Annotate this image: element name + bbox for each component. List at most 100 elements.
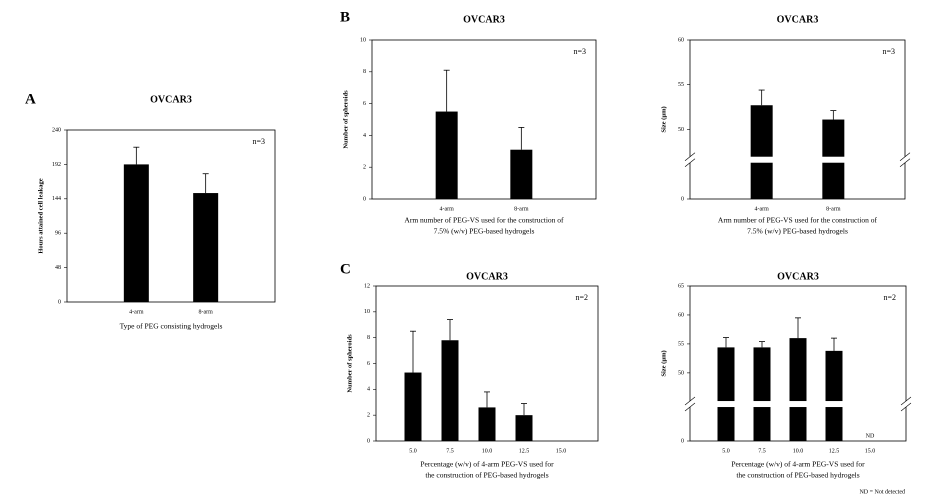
x-tick-label: 8-arm bbox=[514, 206, 529, 212]
bar bbox=[753, 347, 771, 441]
plot-frame bbox=[689, 39, 906, 200]
x-axis-label: Arm number of PEG-VS used for the constr… bbox=[404, 216, 564, 225]
x-axis-label: Arm number of PEG-VS used for the constr… bbox=[718, 216, 878, 225]
x-tick-label: 4-arm bbox=[755, 206, 770, 212]
x-tick-label: 5.0 bbox=[409, 448, 417, 454]
chart-title: OVCAR3 bbox=[466, 271, 508, 282]
y-tick-label: 65 bbox=[678, 283, 684, 289]
y-tick-label: 2 bbox=[363, 165, 366, 171]
y-axis-label: Number of spheroids bbox=[342, 90, 349, 149]
plot-frame bbox=[371, 39, 597, 200]
bar bbox=[510, 149, 533, 199]
bar bbox=[435, 111, 458, 199]
plot-frame bbox=[66, 129, 276, 303]
y-tick-label: 10 bbox=[360, 37, 366, 43]
bar bbox=[478, 407, 496, 441]
x-axis-label: Type of PEG consisting hydrogels bbox=[120, 322, 223, 331]
y-tick-label: 240 bbox=[52, 127, 61, 133]
axis-break-mark bbox=[900, 402, 912, 412]
y-tick-label: 0 bbox=[363, 196, 366, 202]
chart-title: OVCAR3 bbox=[777, 271, 819, 282]
x-tick-label: 10.0 bbox=[482, 448, 493, 454]
bar bbox=[123, 164, 149, 302]
bar bbox=[825, 350, 843, 441]
n-label: n=2 bbox=[883, 293, 896, 302]
y-tick-label: 144 bbox=[52, 196, 61, 202]
n-label: n=3 bbox=[882, 47, 895, 56]
x-axis-label: 7.5% (w/v) PEG-based hydrogels bbox=[747, 227, 848, 236]
bar bbox=[441, 340, 459, 441]
footnote: ND = Not detected bbox=[859, 489, 905, 495]
x-axis-label: the construction of PEG-based hydrogels bbox=[425, 471, 548, 480]
x-tick-label: 7.5 bbox=[758, 448, 766, 454]
x-tick-label: 12.5 bbox=[519, 448, 530, 454]
axis-break-mark bbox=[684, 152, 696, 161]
x-tick-label: 10.0 bbox=[793, 448, 804, 454]
x-tick-label: 15.0 bbox=[865, 448, 876, 454]
y-axis-label: Size (µm) bbox=[660, 106, 667, 132]
axis-break-mark bbox=[899, 152, 911, 161]
y-tick-label: 0 bbox=[681, 196, 684, 202]
y-tick-label: 192 bbox=[52, 162, 61, 168]
y-tick-label: 96 bbox=[55, 231, 61, 237]
y-tick-label: 60 bbox=[678, 312, 684, 318]
y-tick-label: 0 bbox=[58, 299, 61, 305]
x-tick-label: 7.5 bbox=[446, 448, 454, 454]
y-tick-label: 6 bbox=[367, 361, 370, 367]
value-label: ND bbox=[866, 433, 875, 439]
y-axis-label: Hours attained cell leakage bbox=[37, 178, 44, 253]
y-tick-label: 0 bbox=[367, 438, 370, 444]
x-axis-label: 7.5% (w/v) PEG-based hydrogels bbox=[434, 227, 535, 236]
y-tick-label: 6 bbox=[363, 101, 366, 107]
axis-break-gap bbox=[684, 156, 911, 163]
n-label: n=2 bbox=[575, 293, 588, 302]
chart-title: OVCAR3 bbox=[463, 14, 505, 25]
y-tick-label: 8 bbox=[367, 335, 370, 341]
y-tick-label: 2 bbox=[367, 413, 370, 419]
y-tick-label: 55 bbox=[678, 341, 684, 347]
y-tick-label: 0 bbox=[681, 438, 684, 444]
n-label: n=3 bbox=[252, 137, 265, 146]
y-tick-label: 4 bbox=[363, 133, 366, 139]
y-tick-label: 48 bbox=[55, 265, 61, 271]
x-tick-label: 5.0 bbox=[722, 448, 730, 454]
chart-title: OVCAR3 bbox=[777, 14, 819, 25]
x-tick-label: 12.5 bbox=[829, 448, 840, 454]
panel-label: C bbox=[340, 261, 351, 277]
y-tick-label: 55 bbox=[678, 82, 684, 88]
bar bbox=[789, 338, 807, 441]
y-axis-label: Number of spheroids bbox=[346, 334, 353, 393]
y-tick-label: 4 bbox=[367, 387, 370, 393]
y-tick-label: 50 bbox=[678, 127, 684, 133]
x-axis-label: the construction of PEG-based hydrogels bbox=[736, 471, 859, 480]
axis-break-mark bbox=[684, 158, 696, 167]
y-tick-label: 60 bbox=[678, 37, 684, 43]
axis-break-mark bbox=[684, 402, 696, 412]
bar bbox=[717, 347, 735, 441]
x-tick-label: 15.0 bbox=[556, 448, 567, 454]
axis-break-gap bbox=[684, 401, 912, 408]
n-label: n=3 bbox=[573, 47, 586, 56]
y-tick-label: 12 bbox=[364, 283, 370, 289]
axis-break-mark bbox=[899, 158, 911, 167]
x-axis-label: Percentage (w/v) of 4-arm PEG-VS used fo… bbox=[420, 460, 554, 469]
x-tick-label: 4-arm bbox=[440, 206, 455, 212]
chart-title: OVCAR3 bbox=[150, 94, 192, 105]
panel-label: A bbox=[25, 91, 36, 107]
y-tick-label: 10 bbox=[364, 309, 370, 315]
bar bbox=[193, 193, 219, 302]
bar bbox=[750, 105, 773, 199]
y-tick-label: 50 bbox=[678, 370, 684, 376]
bar bbox=[515, 415, 533, 441]
x-tick-label: 8-arm bbox=[199, 309, 214, 315]
y-axis-label: Size (µm) bbox=[660, 350, 667, 376]
x-tick-label: 4-arm bbox=[129, 309, 144, 315]
axis-break-mark bbox=[900, 396, 912, 406]
bar bbox=[404, 372, 422, 441]
y-tick-label: 8 bbox=[363, 69, 366, 75]
panel-label: B bbox=[340, 9, 350, 25]
x-tick-label: 8-arm bbox=[826, 206, 841, 212]
x-axis-label: Percentage (w/v) of 4-arm PEG-VS used fo… bbox=[731, 460, 865, 469]
axis-break-mark bbox=[684, 396, 696, 406]
